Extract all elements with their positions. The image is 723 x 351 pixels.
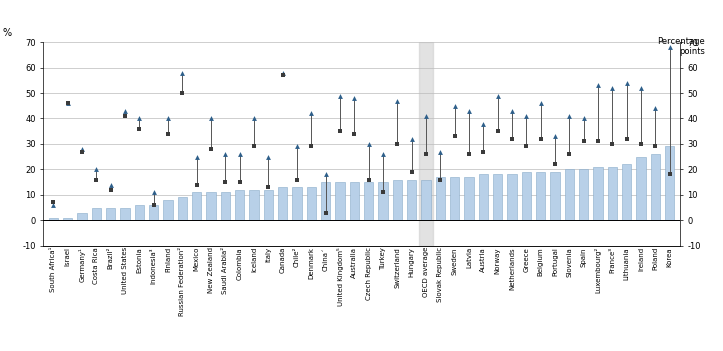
Bar <box>436 177 445 220</box>
Bar <box>149 205 158 220</box>
Bar <box>579 170 589 220</box>
Bar <box>192 192 202 220</box>
Bar <box>77 213 87 220</box>
Bar <box>178 197 187 220</box>
Bar <box>508 174 517 220</box>
Bar <box>278 187 287 220</box>
Bar <box>48 218 58 220</box>
Bar <box>464 177 474 220</box>
Text: Percentage
points: Percentage points <box>657 37 705 56</box>
Bar <box>651 154 660 220</box>
Bar <box>221 192 230 220</box>
Bar <box>422 180 431 220</box>
Bar <box>594 167 602 220</box>
Bar <box>163 200 173 220</box>
Bar <box>479 174 488 220</box>
Bar <box>307 187 316 220</box>
Bar <box>607 167 617 220</box>
Bar <box>636 157 646 220</box>
Bar <box>292 187 301 220</box>
Bar <box>521 172 531 220</box>
Bar <box>622 164 631 220</box>
Bar <box>235 190 244 220</box>
Bar <box>264 190 273 220</box>
Bar <box>63 218 72 220</box>
Bar <box>565 170 574 220</box>
Bar <box>419 42 433 246</box>
Bar <box>121 207 129 220</box>
Bar <box>134 205 144 220</box>
Bar <box>550 172 560 220</box>
Bar <box>206 192 215 220</box>
Bar <box>378 182 388 220</box>
Bar <box>92 207 101 220</box>
Bar <box>536 172 545 220</box>
Bar <box>393 180 402 220</box>
Bar <box>335 182 345 220</box>
Bar <box>364 182 373 220</box>
Bar <box>321 182 330 220</box>
Text: %: % <box>2 28 11 38</box>
Bar <box>450 177 459 220</box>
Bar <box>665 146 675 220</box>
Bar <box>350 182 359 220</box>
Bar <box>249 190 259 220</box>
Bar <box>493 174 502 220</box>
Bar <box>106 207 116 220</box>
Bar <box>407 180 416 220</box>
